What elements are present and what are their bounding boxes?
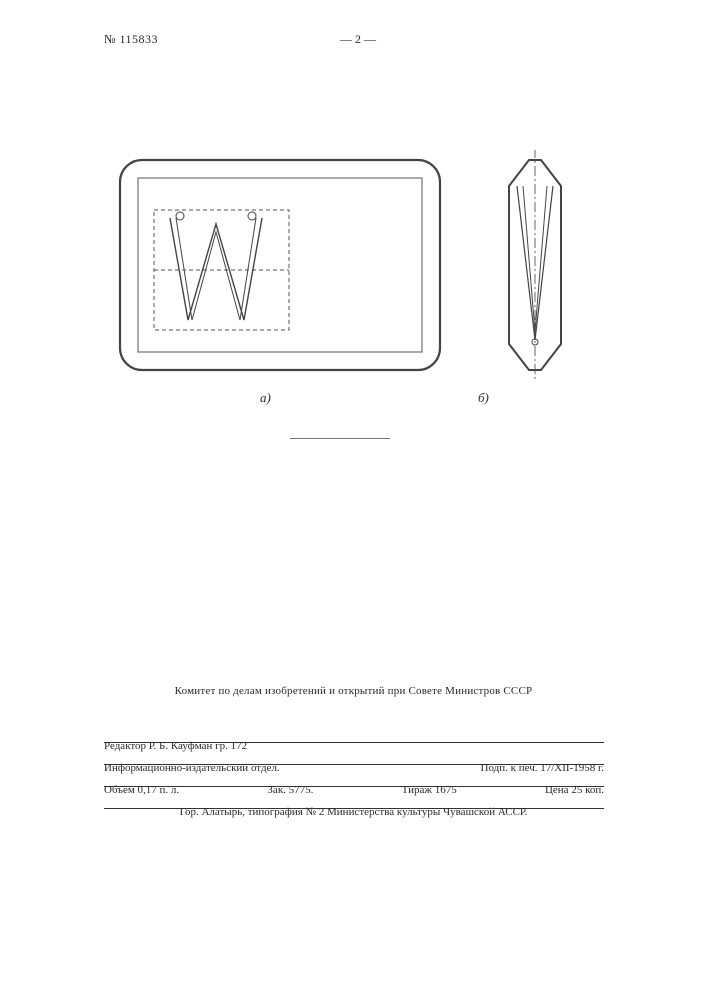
doc-number: № 115833 bbox=[104, 32, 158, 47]
panel-a bbox=[120, 160, 440, 370]
figure-label-b: б) bbox=[478, 390, 489, 406]
printer-line: Гор. Алатырь, типография № 2 Министерств… bbox=[0, 806, 707, 818]
dept: Информационно-издательский отдел. bbox=[104, 762, 280, 774]
page-number: — 2 — bbox=[340, 32, 376, 47]
divider-short bbox=[290, 438, 390, 439]
editor-line: Редактор Р. Б. Кауфман гр. 172 bbox=[104, 740, 247, 752]
info-line-1: Информационно-издательский отдел. Подп. … bbox=[104, 762, 604, 774]
top-circle-1 bbox=[176, 212, 184, 220]
volume: Объем 0,17 п. л. bbox=[104, 784, 179, 796]
figure-svg bbox=[110, 150, 580, 390]
order-no: Зак. 5775. bbox=[267, 784, 313, 796]
w-shape-inner bbox=[176, 218, 256, 320]
signed-date: Подп. к печ. 17/XII-1958 г. bbox=[481, 762, 605, 774]
page: № 115833 — 2 — bbox=[0, 0, 707, 1000]
info-line-2: Объем 0,17 п. л. Зак. 5775. Тираж 1675 Ц… bbox=[104, 784, 604, 796]
committee-line: Комитет по делам изобретений и открытий … bbox=[0, 685, 707, 697]
panel-b bbox=[509, 150, 561, 382]
top-circle-2 bbox=[248, 212, 256, 220]
inner-rect bbox=[138, 178, 422, 352]
price: Цена 25 коп. bbox=[545, 784, 604, 796]
tirage: Тираж 1675 bbox=[402, 784, 457, 796]
figure bbox=[110, 150, 580, 380]
figure-label-a: а) bbox=[260, 390, 271, 406]
outer-rect bbox=[120, 160, 440, 370]
